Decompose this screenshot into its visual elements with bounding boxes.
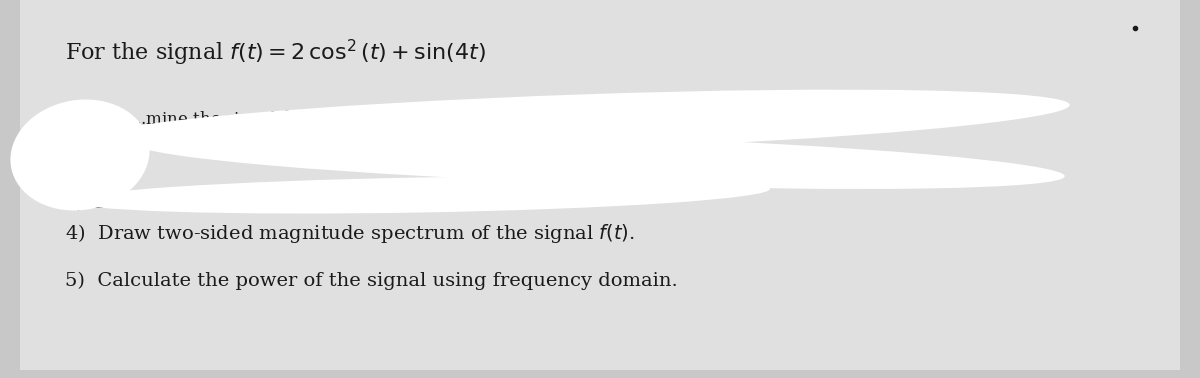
Text: 4)  Draw two-sided magnitude spectrum of the signal $f(t)$.: 4) Draw two-sided magnitude spectrum of … — [65, 222, 635, 245]
Text: ...If it is periodic, find its peri...: ...If it is periodic, find its peri... — [680, 108, 943, 125]
Text: ...prove that.: ...prove that. — [700, 155, 808, 172]
Ellipse shape — [136, 131, 1064, 189]
Ellipse shape — [70, 177, 770, 214]
Ellipse shape — [90, 90, 1069, 154]
Text: ...mine the signal $f(t)$ is a periodu...: ...mine the signal $f(t)$ is a periodu..… — [130, 108, 427, 130]
Text: 2): 2) — [65, 148, 82, 165]
Text: 3)  Draw the amplitude spectrum of ...  $f(t)$.: 3) Draw the amplitude spectrum of ... $f… — [65, 192, 446, 214]
Text: 5)  Calculate the power of the signal using frequency domain.: 5) Calculate the power of the signal usi… — [65, 272, 678, 290]
Text: For the signal $f(t) = 2\,\cos^2(t) + \sin(4t)$: For the signal $f(t) = 2\,\cos^2(t) + \s… — [65, 38, 486, 68]
Ellipse shape — [11, 99, 150, 211]
